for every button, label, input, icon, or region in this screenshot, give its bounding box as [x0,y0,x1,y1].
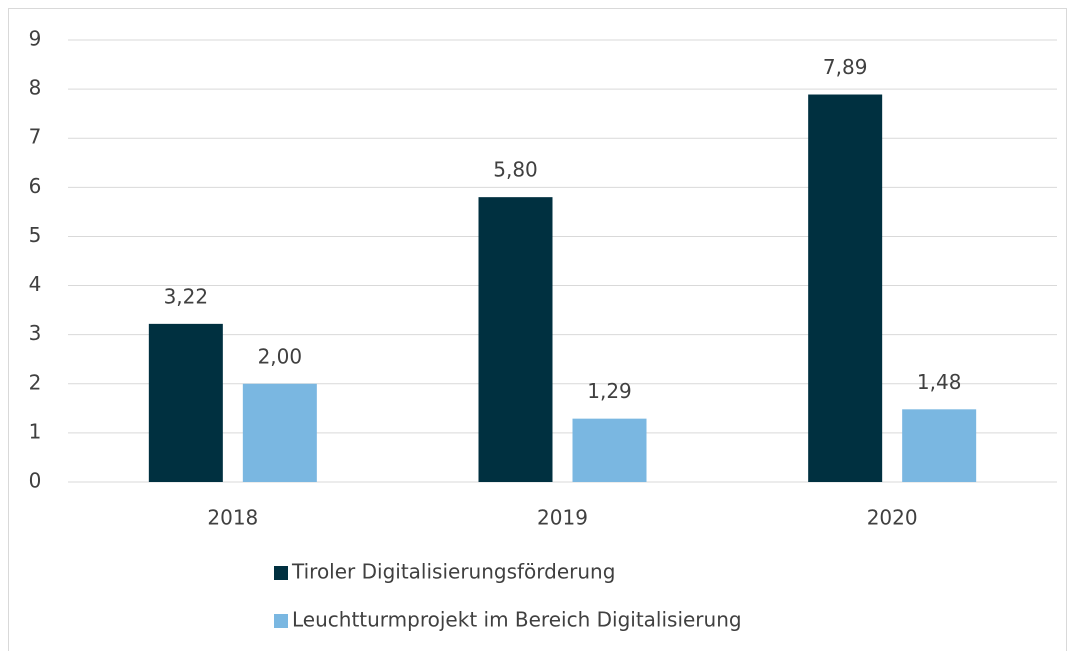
y-tick-label: 2 [29,370,42,394]
legend-swatch [274,566,288,580]
bar [148,323,223,482]
chart-border [8,8,1067,651]
data-label: 1,29 [587,379,632,403]
x-tick-label: 2020 [867,506,918,530]
bar [478,197,553,482]
y-tick-label: 5 [29,223,42,247]
legend-label: Leuchtturmprojekt im Bereich Digitalisie… [292,608,742,632]
data-label: 1,48 [917,370,962,394]
bar [902,409,977,482]
legend-label: Tiroler Digitalisierungsförderung [291,560,615,584]
y-tick-label: 8 [29,76,42,100]
y-tick-label: 9 [29,27,42,51]
legend-swatch [274,614,288,628]
y-tick-label: 1 [29,419,42,443]
data-label: 3,22 [164,284,209,308]
data-label: 2,00 [258,344,303,368]
y-tick-label: 6 [29,174,42,198]
bar [808,94,883,482]
y-tick-label: 3 [29,321,42,345]
x-tick-label: 2019 [537,506,588,530]
bar [242,383,317,482]
y-tick-label: 7 [29,125,42,149]
data-label: 5,80 [493,158,538,182]
data-label: 7,89 [823,55,868,79]
y-tick-label: 0 [29,469,42,493]
y-tick-label: 4 [29,272,42,296]
x-tick-label: 2018 [207,506,258,530]
bar [572,418,647,482]
